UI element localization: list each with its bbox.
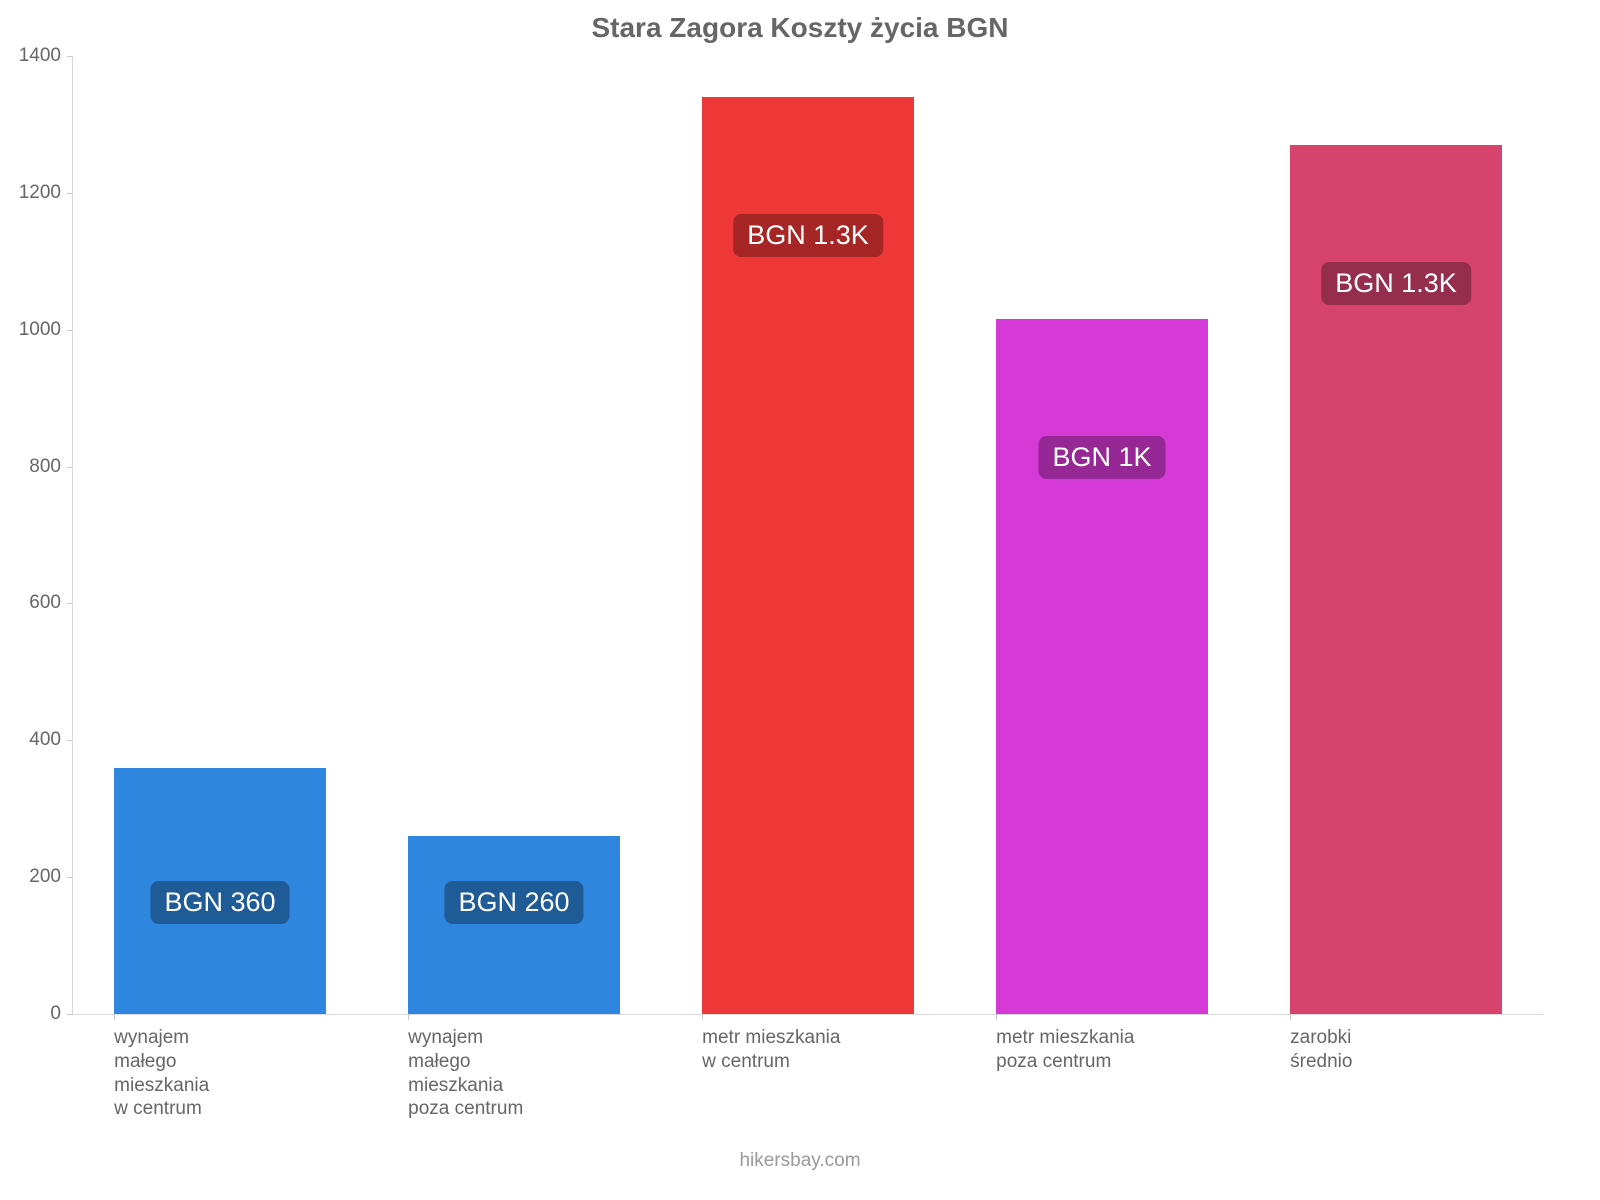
y-tick-mark xyxy=(67,877,73,878)
bars-layer: BGN 360 BGN 260 BGN 1.3K BGN 1K BGN 1.3K xyxy=(73,56,1543,1014)
plot-area: BGN 360BGN 260BGN 1.3KBGN 1KBGN 1.3K 020… xyxy=(72,56,1543,1015)
y-tick-label: 600 xyxy=(29,592,61,614)
x-tick-label: wynajem małego mieszkania poza centrum xyxy=(408,1026,523,1121)
y-tick-label: 1400 xyxy=(19,45,61,67)
attribution-text: hikersbay.com xyxy=(0,1150,1600,1172)
y-tick-mark xyxy=(67,1014,73,1015)
x-tick-label: metr mieszkania poza centrum xyxy=(996,1026,1134,1074)
y-tick-mark xyxy=(67,603,73,604)
x-tick-mark xyxy=(1290,1014,1291,1020)
y-tick-label: 1000 xyxy=(19,319,61,341)
bar-value-badge: BGN 360 xyxy=(150,881,289,924)
x-tick-label: zarobki średnio xyxy=(1290,1026,1352,1074)
y-tick-mark xyxy=(67,56,73,57)
y-tick-mark xyxy=(67,740,73,741)
bar-value-badge: BGN 260 xyxy=(444,881,583,924)
bar-value-badge: BGN 1.3K xyxy=(733,214,883,257)
bar xyxy=(996,319,1208,1014)
y-tick-label: 400 xyxy=(29,729,61,751)
bar-value-badge: BGN 1K xyxy=(1038,436,1165,479)
x-tick-mark xyxy=(702,1014,703,1020)
x-tick-label: metr mieszkania w centrum xyxy=(702,1026,840,1074)
x-tick-mark xyxy=(114,1014,115,1020)
chart-title: Stara Zagora Koszty życia BGN xyxy=(0,12,1600,44)
bar xyxy=(408,836,620,1014)
y-tick-label: 1200 xyxy=(19,182,61,204)
y-tick-mark xyxy=(67,467,73,468)
x-tick-mark xyxy=(408,1014,409,1020)
bar-value-badge: BGN 1.3K xyxy=(1321,262,1471,305)
cost-of-living-chart: Stara Zagora Koszty życia BGN BGN 360BGN… xyxy=(0,0,1600,1200)
x-tick-mark xyxy=(996,1014,997,1020)
y-tick-label: 800 xyxy=(29,456,61,478)
x-tick-label: wynajem małego mieszkania w centrum xyxy=(114,1026,209,1121)
y-tick-mark xyxy=(67,330,73,331)
y-tick-label: 200 xyxy=(29,866,61,888)
y-tick-label: 0 xyxy=(50,1003,61,1025)
y-tick-mark xyxy=(67,193,73,194)
